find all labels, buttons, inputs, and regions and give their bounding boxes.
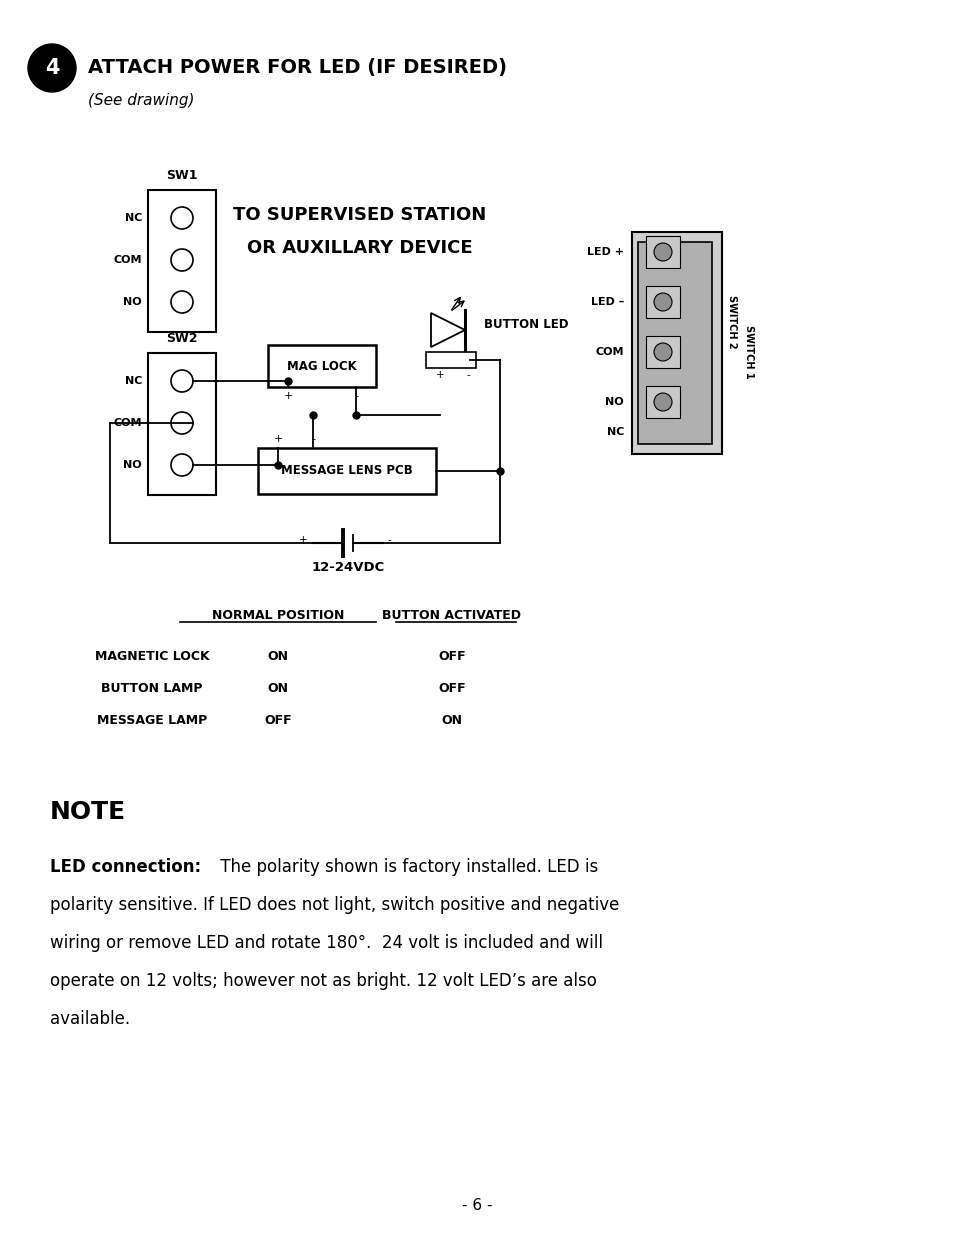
Bar — [645, 236, 679, 268]
Text: +: + — [436, 370, 444, 380]
Text: operate on 12 volts; however not as bright. 12 volt LED’s are also: operate on 12 volts; however not as brig… — [50, 972, 597, 990]
Text: COM: COM — [113, 254, 142, 266]
Text: +: + — [273, 433, 282, 445]
Text: MESSAGE LENS PCB: MESSAGE LENS PCB — [281, 464, 413, 478]
Text: NOTE: NOTE — [50, 800, 126, 824]
Text: SW1: SW1 — [166, 169, 197, 182]
Text: NO: NO — [123, 296, 142, 308]
Text: 4: 4 — [45, 58, 59, 78]
Circle shape — [654, 343, 671, 361]
Circle shape — [28, 44, 76, 91]
Text: wiring or remove LED and rotate 180°.  24 volt is included and will: wiring or remove LED and rotate 180°. 24… — [50, 934, 602, 952]
Text: ON: ON — [441, 714, 462, 726]
Polygon shape — [431, 312, 464, 347]
Bar — [148, 190, 215, 332]
Text: -: - — [354, 391, 357, 401]
Circle shape — [171, 249, 193, 270]
Text: - 6 -: - 6 - — [461, 1198, 492, 1213]
Bar — [268, 345, 375, 387]
Text: SWITCH 2: SWITCH 2 — [726, 295, 737, 348]
Text: MAG LOCK: MAG LOCK — [287, 359, 356, 373]
Text: (See drawing): (See drawing) — [88, 93, 194, 107]
Text: LED +: LED + — [586, 247, 623, 257]
Text: OFF: OFF — [437, 650, 465, 662]
Text: NC: NC — [125, 375, 142, 387]
Text: LED connection:: LED connection: — [50, 858, 201, 876]
Circle shape — [171, 207, 193, 228]
Bar — [148, 353, 215, 495]
Text: SWITCH 1: SWITCH 1 — [743, 325, 753, 379]
Bar — [426, 352, 476, 368]
Text: BUTTON LAMP: BUTTON LAMP — [101, 682, 203, 694]
Bar — [645, 387, 679, 417]
Text: LED –: LED – — [590, 296, 623, 308]
Bar — [645, 287, 679, 317]
Text: The polarity shown is factory installed. LED is: The polarity shown is factory installed.… — [214, 858, 598, 876]
Text: OR AUXILLARY DEVICE: OR AUXILLARY DEVICE — [247, 240, 473, 257]
Text: NORMAL POSITION: NORMAL POSITION — [212, 609, 344, 622]
Circle shape — [654, 393, 671, 411]
Text: NC: NC — [125, 212, 142, 224]
Text: COM: COM — [595, 347, 623, 357]
Text: BUTTON ACTIVATED: BUTTON ACTIVATED — [382, 609, 521, 622]
Text: -: - — [388, 535, 392, 545]
Bar — [257, 448, 436, 494]
Text: COM: COM — [113, 417, 142, 429]
Text: TO SUPERVISED STATION: TO SUPERVISED STATION — [233, 206, 486, 224]
Text: ATTACH POWER FOR LED (IF DESIRED): ATTACH POWER FOR LED (IF DESIRED) — [88, 58, 506, 78]
Text: ON: ON — [267, 682, 288, 694]
Circle shape — [654, 293, 671, 311]
Text: -: - — [311, 433, 314, 445]
Circle shape — [171, 454, 193, 475]
Text: polarity sensitive. If LED does not light, switch positive and negative: polarity sensitive. If LED does not ligh… — [50, 897, 618, 914]
Text: +: + — [299, 535, 308, 545]
Circle shape — [171, 370, 193, 391]
Text: NO: NO — [605, 396, 623, 408]
Circle shape — [171, 291, 193, 312]
Text: 12-24VDC: 12-24VDC — [311, 561, 384, 574]
Text: SW2: SW2 — [166, 332, 197, 345]
FancyBboxPatch shape — [631, 232, 721, 454]
Text: MESSAGE LAMP: MESSAGE LAMP — [97, 714, 207, 726]
Bar — [645, 336, 679, 368]
FancyBboxPatch shape — [638, 242, 711, 445]
Text: NO: NO — [123, 459, 142, 471]
Circle shape — [171, 412, 193, 433]
Text: -: - — [466, 370, 470, 380]
Text: OFF: OFF — [437, 682, 465, 694]
Text: +: + — [283, 391, 293, 401]
Text: MAGNETIC LOCK: MAGNETIC LOCK — [94, 650, 209, 662]
Text: BUTTON LED: BUTTON LED — [483, 319, 568, 331]
Text: OFF: OFF — [264, 714, 292, 726]
Text: NC: NC — [606, 427, 623, 437]
Text: ON: ON — [267, 650, 288, 662]
Text: available.: available. — [50, 1010, 130, 1028]
Circle shape — [654, 243, 671, 261]
